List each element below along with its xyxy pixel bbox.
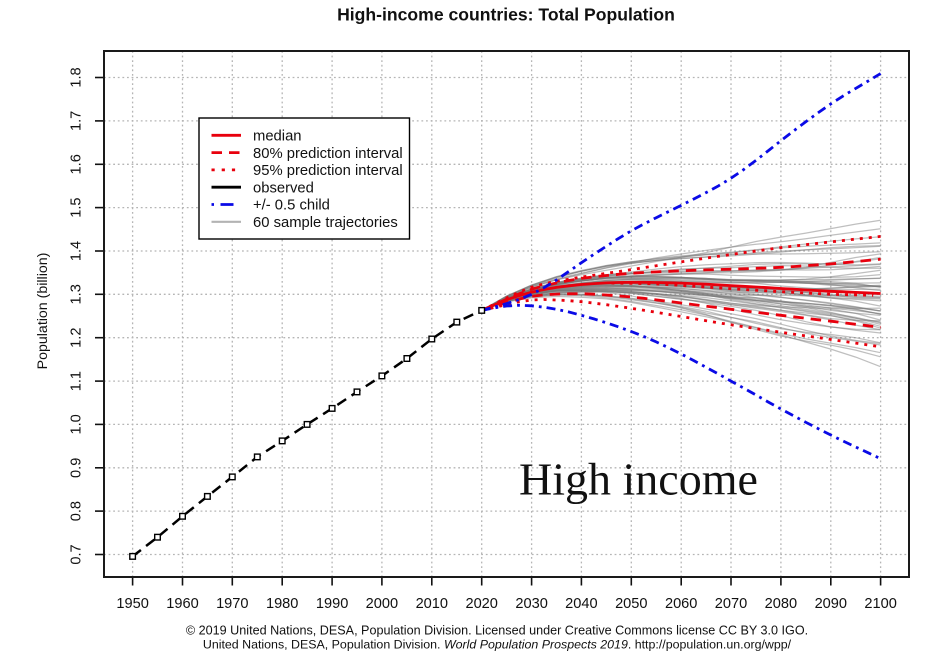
svg-text:1.8: 1.8	[69, 67, 85, 87]
svg-text:United Nations, DESA, Populati: United Nations, DESA, Population Divisio…	[203, 638, 792, 652]
svg-text:2060: 2060	[665, 596, 697, 612]
svg-text:1.3: 1.3	[69, 284, 85, 304]
svg-text:median: median	[253, 129, 302, 145]
svg-text:+/- 0.5 child: +/- 0.5 child	[253, 198, 330, 214]
svg-text:observed: observed	[253, 180, 314, 196]
svg-text:1990: 1990	[316, 596, 348, 612]
svg-text:© 2019 United Nations, DESA, P: © 2019 United Nations, DESA, Population …	[186, 624, 808, 638]
svg-text:2080: 2080	[765, 596, 797, 612]
svg-text:0.9: 0.9	[69, 458, 85, 478]
svg-text:2040: 2040	[565, 596, 597, 612]
svg-text:High income: High income	[519, 454, 758, 505]
svg-text:1.1: 1.1	[69, 371, 85, 391]
svg-text:1980: 1980	[266, 596, 298, 612]
svg-text:60 sample trajectories: 60 sample trajectories	[253, 215, 398, 231]
svg-text:1.6: 1.6	[69, 154, 85, 174]
svg-text:1960: 1960	[166, 596, 198, 612]
svg-text:1.0: 1.0	[69, 414, 85, 434]
svg-text:2030: 2030	[515, 596, 547, 612]
svg-text:2070: 2070	[715, 596, 747, 612]
svg-text:2050: 2050	[615, 596, 647, 612]
svg-text:80% prediction interval: 80% prediction interval	[253, 146, 403, 162]
svg-text:1.4: 1.4	[69, 241, 85, 261]
svg-text:2020: 2020	[465, 596, 497, 612]
svg-text:1.5: 1.5	[69, 197, 85, 217]
svg-text:2000: 2000	[366, 596, 398, 612]
svg-text:1970: 1970	[216, 596, 248, 612]
svg-text:0.8: 0.8	[69, 501, 85, 521]
svg-text:1.7: 1.7	[69, 111, 85, 131]
svg-text:2010: 2010	[416, 596, 448, 612]
svg-text:2090: 2090	[815, 596, 847, 612]
svg-text:1.2: 1.2	[69, 328, 85, 348]
svg-text:95% prediction interval: 95% prediction interval	[253, 163, 403, 179]
svg-text:Population (billion): Population (billion)	[35, 253, 51, 370]
svg-text:0.7: 0.7	[69, 544, 85, 564]
svg-text:2100: 2100	[864, 596, 896, 612]
svg-text:1950: 1950	[116, 596, 148, 612]
svg-text:High-income countries: Total P: High-income countries: Total Population	[337, 5, 675, 25]
